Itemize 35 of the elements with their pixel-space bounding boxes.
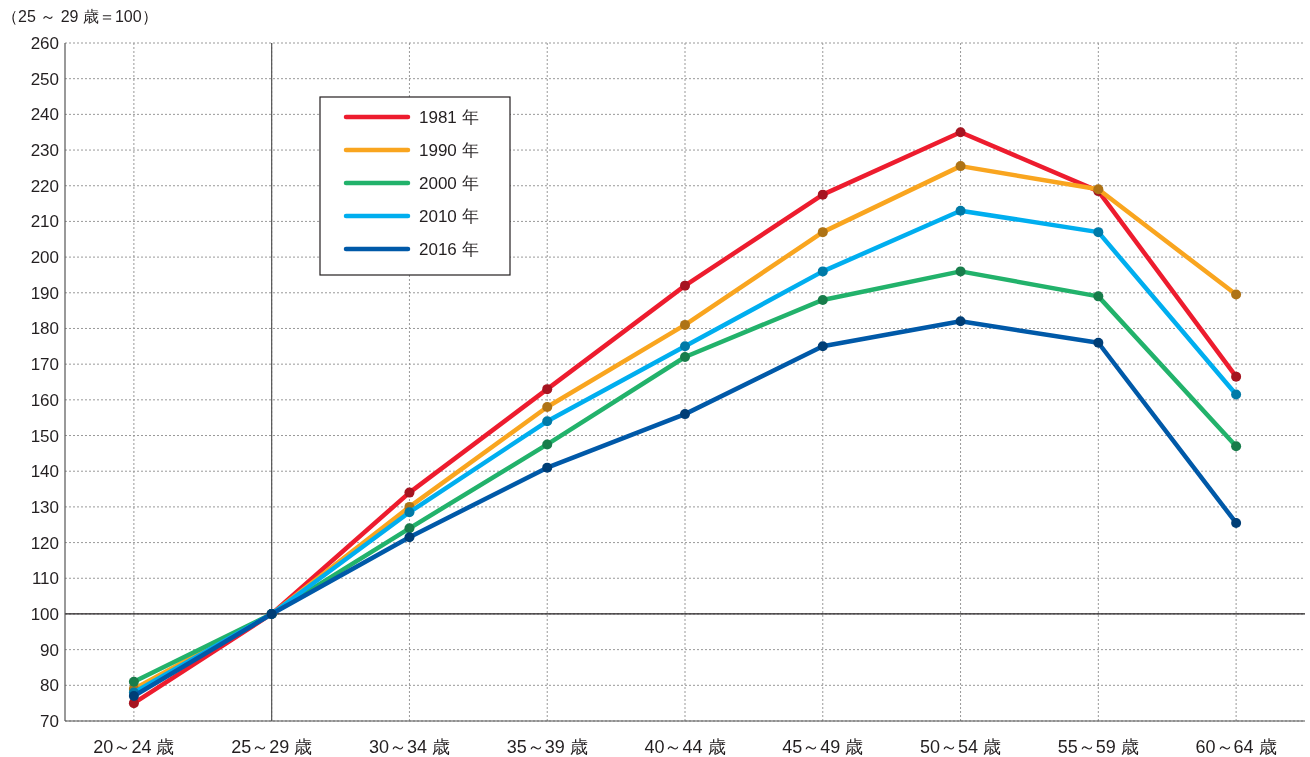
legend-label: 1990 年 [419, 141, 479, 160]
y-tick-label: 220 [30, 176, 59, 196]
y-tick-label: 70 [40, 712, 59, 731]
y-tick-label: 150 [30, 426, 59, 446]
x-tick-label: 30～34 歳 [368, 737, 450, 757]
y-tick-label: 190 [30, 283, 59, 303]
x-tick-label: 45～49 歳 [782, 737, 864, 757]
y-tick-label: 240 [30, 105, 59, 125]
x-tick-label: 20～24 歳 [93, 737, 175, 757]
y-tick-label: 110 [31, 569, 59, 589]
y-tick-label: 130 [30, 497, 59, 517]
y-tick-label: 260 [30, 34, 59, 53]
y-axis-title: （25 ～ 29 歳＝100） [2, 8, 158, 25]
y-tick-label: 250 [30, 69, 59, 89]
x-tick-label: 50～54 歳 [920, 737, 1002, 757]
legend-label: 1981 年 [419, 108, 479, 127]
x-tick-label: 35～39 歳 [506, 737, 588, 757]
legend-label: 2010 年 [419, 207, 479, 226]
x-tick-label: 60～64 歳 [1195, 737, 1277, 757]
x-tick-label: 40～44 歳 [644, 737, 726, 757]
y-tick-label: 160 [30, 390, 59, 410]
y-tick-label: 170 [30, 355, 59, 375]
y-tick-label: 200 [30, 248, 59, 268]
x-tick-label: 55～59 歳 [1057, 737, 1139, 757]
x-tick-label: 25～29 歳 [231, 737, 313, 757]
y-tick-label: 90 [40, 640, 59, 660]
legend-label: 2016 年 [419, 240, 479, 259]
y-tick-label: 140 [30, 462, 59, 482]
y-tick-label: 180 [30, 319, 59, 339]
y-tick-label: 210 [30, 212, 59, 232]
y-tick-label: 100 [30, 604, 59, 624]
y-tick-label: 230 [30, 141, 59, 161]
legend-label: 2000 年 [419, 174, 479, 193]
y-tick-label: 120 [30, 533, 59, 553]
y-tick-label: 80 [40, 676, 59, 696]
